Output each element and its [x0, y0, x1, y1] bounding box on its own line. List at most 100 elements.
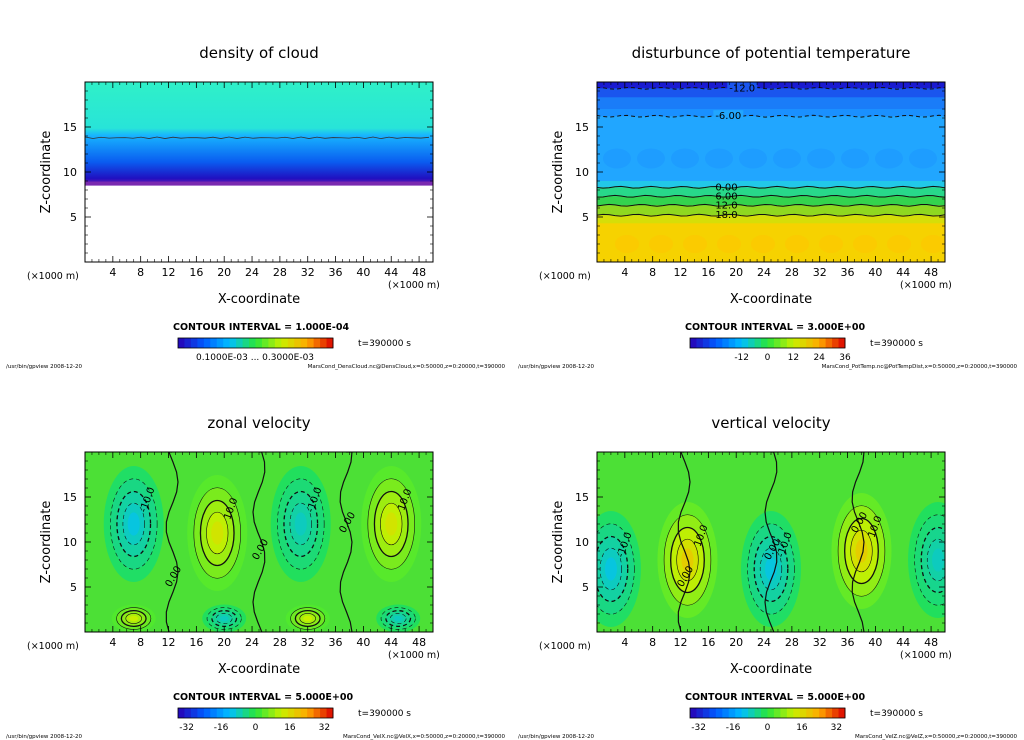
colorbar-cell	[268, 338, 276, 348]
colorbar-tick-label: 32	[831, 723, 842, 733]
chart-title: zonal velocity	[207, 414, 310, 432]
time-label: t=390000 s	[358, 339, 411, 349]
field-band	[597, 205, 945, 216]
colorbar-cell	[261, 708, 269, 718]
chart-title: density of cloud	[199, 44, 319, 62]
field-patch	[887, 235, 911, 253]
colorbar-cell	[761, 338, 768, 348]
footer-left: /usr/bin/gpview 2008-12-20	[518, 734, 595, 740]
colorbar-tick-label: 24	[813, 353, 825, 363]
contour-label: -12.0	[729, 83, 755, 94]
colorbar-cell	[242, 708, 250, 718]
colorbar-cell	[203, 708, 211, 718]
colorbar-tick-label: -12	[734, 353, 749, 363]
colorbar-cell	[735, 338, 743, 348]
x-tick-label: 40	[868, 266, 882, 279]
colorbar-cell	[184, 708, 192, 718]
colorbar-cell	[184, 338, 192, 348]
colorbar-frame	[177, 337, 334, 349]
footer-right: MarsCond_VelZ.nc@VelZ,x=0:50000,z=0:2000…	[855, 734, 1018, 740]
field-cell-layer	[604, 557, 617, 581]
colorbar-cell	[229, 338, 237, 348]
contour-line	[759, 547, 783, 591]
contour-label: 0.00	[715, 182, 737, 193]
y-tick-label: 5	[70, 581, 77, 594]
contour-line	[206, 511, 229, 555]
colorbar-cell	[326, 338, 334, 348]
contour-line	[193, 487, 241, 579]
x-tick-label: 4	[621, 636, 628, 649]
colorbar-cell	[320, 338, 328, 348]
field-patch	[785, 235, 809, 253]
y-tick-label: 10	[63, 166, 77, 179]
x-tick-label: 36	[841, 636, 855, 649]
x-tick-label: 40	[356, 636, 370, 649]
field-cell-layer	[303, 615, 313, 622]
colorbar-cell	[203, 338, 211, 348]
colorbar-cell	[715, 338, 723, 348]
zero-contour	[339, 452, 353, 632]
x-unit-label: (×1000 m)	[388, 280, 440, 291]
x-tick-label: 12	[162, 636, 176, 649]
colorbar-cell	[210, 338, 218, 348]
x-tick-label: 8	[137, 266, 144, 279]
colorbar-cell	[748, 708, 756, 718]
contour-line	[926, 538, 945, 582]
contour-line	[663, 514, 712, 606]
contour-interval: CONTOUR INTERVAL = 1.000E-04	[173, 322, 349, 333]
colorbar-cell	[812, 708, 820, 718]
y-tick-label: 10	[575, 166, 589, 179]
contour-line	[753, 535, 789, 603]
colorbar-cell	[722, 338, 730, 348]
y-tick-label: 5	[582, 581, 589, 594]
x-axis-label: X-coordinate	[730, 292, 812, 307]
x-tick-label: 20	[217, 636, 231, 649]
footer-left: /usr/bin/gpview 2008-12-20	[518, 364, 595, 370]
contour-line	[283, 490, 319, 558]
colorbar-frame	[689, 337, 846, 349]
colorbar-cell	[793, 338, 801, 348]
x-tick-label: 48	[924, 266, 938, 279]
panel-svg: -10.0 10.0 -10.0 10.00.000.000.004 8 12 16 20 24…	[6, 414, 505, 740]
colorbar-tick-label: -16	[726, 723, 741, 733]
y-tick-label: 5	[70, 211, 77, 224]
cloud-base	[85, 181, 433, 186]
field-cell-layer	[294, 512, 307, 536]
contour-line	[120, 610, 147, 627]
contour-line	[122, 502, 145, 546]
colorbar-cell	[709, 708, 717, 718]
colorbar-cell	[741, 338, 749, 348]
field-patch	[773, 148, 801, 169]
colorbar-tick-label: 16	[796, 723, 808, 733]
x-tick-label: 8	[649, 266, 656, 279]
contour-line	[596, 194, 946, 198]
x-tick-label: 44	[384, 266, 398, 279]
field-patch	[875, 148, 903, 169]
colorbar-tick-label: -32	[179, 723, 194, 733]
colorbar-cell	[326, 708, 334, 718]
colorbar-cell	[838, 338, 846, 348]
y-tick-label: 15	[63, 491, 77, 504]
x-tick-label: 40	[868, 636, 882, 649]
field-patch	[615, 235, 639, 253]
colorbar-cell	[216, 338, 224, 348]
contour-interval: CONTOUR INTERVAL = 5.000E+00	[685, 692, 865, 703]
colorbar-cell	[696, 708, 704, 718]
x-tick-label: 40	[356, 266, 370, 279]
contour-line	[676, 538, 699, 582]
colorbar-cell	[274, 338, 282, 348]
footer-right: MarsCond_DensCloud.nc@DensCloud,x=0:5000…	[308, 364, 506, 370]
field-patch	[671, 148, 699, 169]
colorbar-cell	[773, 708, 781, 718]
contour-line	[670, 526, 705, 594]
x-tick-label: 24	[245, 266, 259, 279]
field-patch	[603, 148, 631, 169]
colorbar-cell	[767, 708, 775, 718]
x-tick-label: 36	[841, 266, 855, 279]
x-tick-label: 12	[162, 266, 176, 279]
colorbar-cell	[819, 708, 827, 718]
x-tick-label: 24	[757, 636, 771, 649]
x-tick-label: 16	[701, 636, 715, 649]
colorbar-cell	[786, 338, 794, 348]
